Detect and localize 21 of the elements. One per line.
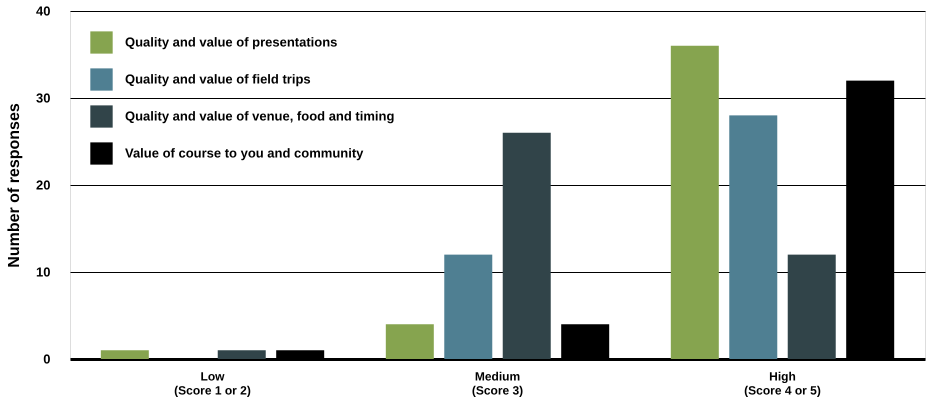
- bar: [386, 324, 434, 359]
- bar: [444, 254, 492, 359]
- y-tick-label: 30: [36, 90, 50, 106]
- bar: [100, 350, 149, 359]
- y-axis-title: Number of responses: [6, 103, 24, 268]
- y-tick-label: 0: [43, 352, 50, 366]
- bar: [788, 254, 836, 359]
- legend-label: Quality and value of presentations: [125, 34, 338, 50]
- y-tick-label: 20: [36, 178, 50, 192]
- bar: [218, 350, 266, 359]
- bar: [729, 115, 778, 359]
- legend-label: Quality and value of field trips: [125, 72, 311, 86]
- x-tick-label: Medium (Score 3): [472, 370, 524, 398]
- x-tick-label: High (Score 4 or 5): [744, 370, 821, 398]
- y-tick-label: 10: [36, 264, 50, 280]
- y-tick-label: 40: [36, 4, 50, 18]
- legend-label: Quality and value of venue, food and timing: [125, 108, 394, 124]
- bar: [502, 132, 551, 359]
- legend-label: Value of course to you and community: [125, 146, 364, 160]
- bar: [670, 46, 719, 359]
- x-tick-label: Low (Score 1 or 2): [174, 370, 251, 398]
